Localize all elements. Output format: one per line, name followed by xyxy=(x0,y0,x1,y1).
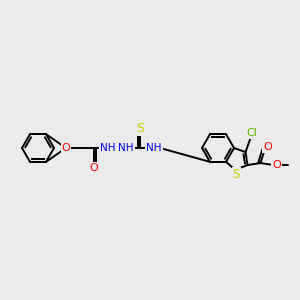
Text: O: O xyxy=(90,163,98,173)
Text: S: S xyxy=(136,122,144,134)
Text: NH: NH xyxy=(146,143,162,153)
Text: O: O xyxy=(61,143,70,153)
Text: O: O xyxy=(263,142,272,152)
Text: NH: NH xyxy=(118,143,134,153)
Text: S: S xyxy=(232,168,240,181)
Text: Cl: Cl xyxy=(246,128,257,138)
Text: NH: NH xyxy=(100,143,116,153)
Text: O: O xyxy=(272,160,281,170)
